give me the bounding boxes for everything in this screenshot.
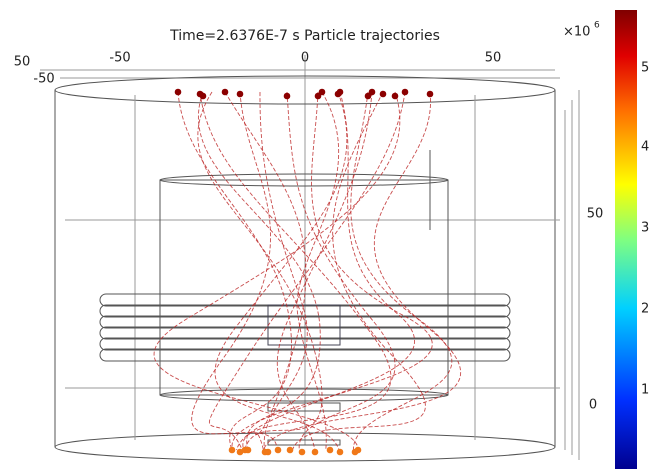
y-tick-label: 50	[14, 55, 31, 70]
trajectory	[260, 92, 307, 450]
particle	[315, 93, 322, 100]
x-tick-label: 50	[485, 51, 502, 66]
particle	[237, 91, 244, 98]
particle	[369, 89, 376, 96]
particle	[352, 449, 359, 456]
trajectory	[209, 92, 405, 450]
trajectory	[237, 92, 415, 450]
particle	[262, 449, 269, 456]
particle-plot: Time=2.6376E-7 s Particle trajectories -…	[0, 0, 651, 469]
trajectories	[154, 89, 461, 456]
colorbar-multiplier: ×10	[563, 25, 590, 40]
particle	[222, 89, 229, 96]
z-tick-label: 0	[589, 398, 597, 413]
trajectory	[178, 92, 291, 450]
particle	[427, 91, 434, 98]
colorbar-tick-label: 2	[641, 302, 649, 317]
y-tick-label: -50	[33, 72, 54, 87]
particle	[175, 89, 182, 96]
trajectory	[287, 92, 395, 450]
particle	[284, 93, 291, 100]
particle	[287, 447, 294, 454]
trajectory	[215, 92, 347, 450]
particle	[337, 89, 344, 96]
colorbar	[615, 10, 637, 469]
particle	[275, 447, 282, 454]
trajectory	[351, 92, 452, 450]
particle	[402, 89, 409, 96]
colorbar-tick-label: 4	[641, 140, 649, 155]
geometry	[40, 55, 579, 461]
particle	[327, 447, 334, 454]
trajectory	[225, 92, 306, 450]
particle	[380, 91, 387, 98]
plot-title: Time=2.6376E-7 s Particle trajectories	[169, 28, 440, 44]
colorbar-tick-label: 1	[641, 383, 649, 398]
z-tick-label: 50	[587, 207, 604, 222]
colorbar-tick-label: 3	[641, 221, 649, 236]
particle	[392, 93, 399, 100]
colorbar-exponent: 6	[594, 21, 600, 31]
particle	[242, 447, 249, 454]
particle	[200, 93, 207, 100]
x-tick-label: 0	[301, 51, 309, 66]
colorbar-tick-label: 5	[641, 61, 649, 76]
x-tick-label: -50	[109, 51, 130, 66]
particle	[312, 449, 319, 456]
particle	[299, 449, 306, 456]
particle	[229, 447, 236, 454]
particle	[337, 449, 344, 456]
